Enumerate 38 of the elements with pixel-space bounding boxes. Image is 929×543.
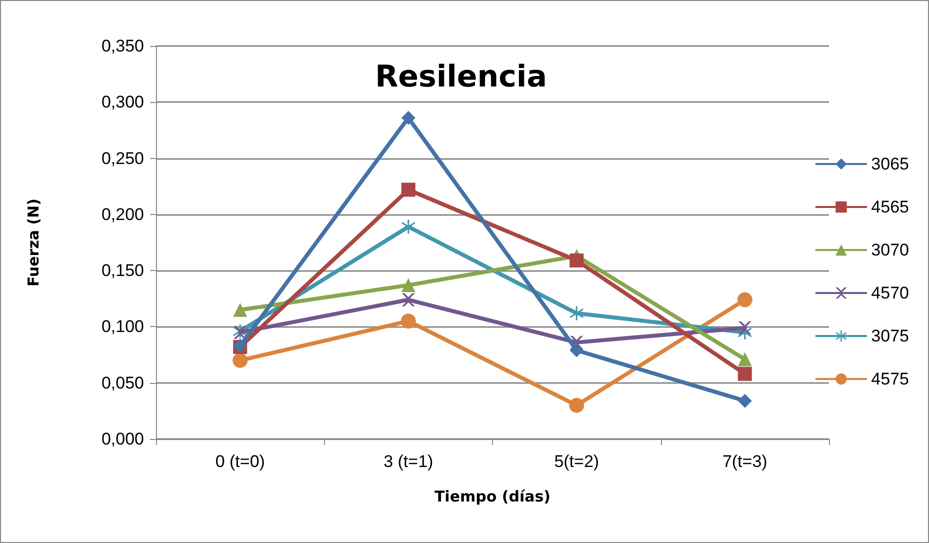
y-tick-label: 0,300 — [101, 92, 144, 112]
point — [570, 343, 584, 358]
point — [402, 293, 415, 306]
point — [738, 321, 752, 334]
text: Resilencia — [375, 60, 547, 94]
x-axis-title: Tiempo (días) — [434, 488, 551, 506]
point — [401, 278, 416, 292]
point — [400, 314, 416, 329]
legend-label: 3075 — [871, 326, 910, 346]
y-tick-label: 0,000 — [101, 430, 144, 448]
y-tick-label: 0,100 — [101, 317, 144, 336]
point — [233, 302, 248, 317]
point — [569, 398, 584, 413]
y-tick-label: 0,200 — [101, 204, 144, 224]
point — [738, 366, 752, 381]
x-tick-label: 0 (t=0) — [215, 452, 265, 471]
x-tick-label: 5(t=2) — [554, 452, 600, 471]
point — [401, 220, 416, 234]
point — [570, 306, 584, 320]
x-tick-label: 3 (t=1) — [384, 452, 434, 471]
legend-label: 4570 — [871, 284, 910, 302]
y-tick-label: 0,250 — [101, 148, 144, 168]
y-tick-label: 0,050 — [101, 373, 144, 392]
legend-label: 3065 — [871, 154, 910, 174]
legend-label: 4565 — [871, 198, 910, 216]
point — [570, 253, 584, 268]
point — [737, 292, 752, 308]
y-tick-label: 0,150 — [101, 261, 144, 280]
point — [232, 352, 248, 368]
legend-label: 3070 — [871, 240, 910, 260]
y-axis-title: Fuerza (N) — [24, 198, 42, 287]
x-tick-label: 7(t=3) — [722, 452, 768, 471]
point — [401, 110, 416, 125]
point — [738, 352, 752, 366]
point — [738, 394, 752, 408]
y-tick-label: 0,350 — [101, 36, 144, 56]
legend-label: 4575 — [871, 370, 910, 388]
point — [401, 182, 416, 197]
